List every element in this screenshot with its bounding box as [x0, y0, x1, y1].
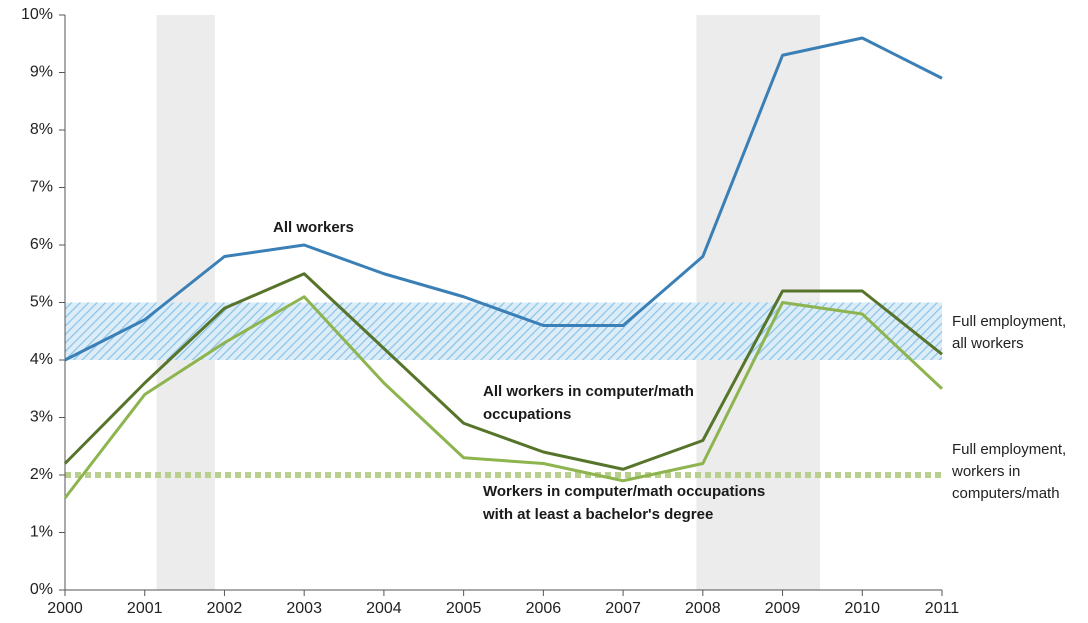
reference-label: workers in [951, 463, 1020, 480]
series-label: Workers in computer/math occupations [483, 483, 765, 500]
x-tick-label: 2005 [446, 600, 482, 617]
y-tick-label: 1% [30, 524, 53, 541]
series-line [63, 295, 944, 499]
y-tick-label: 10% [21, 6, 53, 23]
y-tick-label: 4% [30, 351, 53, 368]
x-tick-label: 2009 [765, 600, 801, 617]
y-tick-label: 6% [30, 236, 53, 253]
reference-label: computers/math [952, 485, 1060, 502]
y-tick-label: 8% [30, 121, 53, 138]
reference-label: all workers [952, 335, 1024, 352]
series-label: occupations [483, 406, 571, 423]
x-tick-label: 2002 [207, 600, 243, 617]
y-tick-label: 9% [30, 64, 53, 81]
x-tick-label: 2001 [127, 600, 163, 617]
series-line [64, 36, 943, 362]
series-label: All workers [273, 219, 354, 236]
x-tick-label: 2006 [526, 600, 562, 617]
series-label: with at least a bachelor's degree [482, 506, 713, 523]
y-tick-label: 7% [30, 179, 53, 196]
series-line [63, 272, 943, 471]
y-tick-label: 5% [30, 294, 53, 311]
x-tick-label: 2008 [685, 600, 721, 617]
reference-label: Full employment, [952, 441, 1066, 458]
x-tick-label: 2004 [366, 600, 402, 617]
y-tick-label: 0% [30, 581, 53, 598]
x-tick-label: 2003 [286, 600, 322, 617]
y-tick-label: 2% [30, 466, 53, 483]
reference-label: Full employment, [952, 313, 1066, 330]
x-tick-label: 2010 [844, 600, 880, 617]
x-tick-label: 2007 [605, 600, 641, 617]
x-tick-label: 2000 [47, 600, 83, 617]
y-tick-label: 3% [30, 409, 53, 426]
x-tick-label: 2011 [925, 600, 960, 617]
series-label: All workers in computer/math [483, 383, 694, 400]
